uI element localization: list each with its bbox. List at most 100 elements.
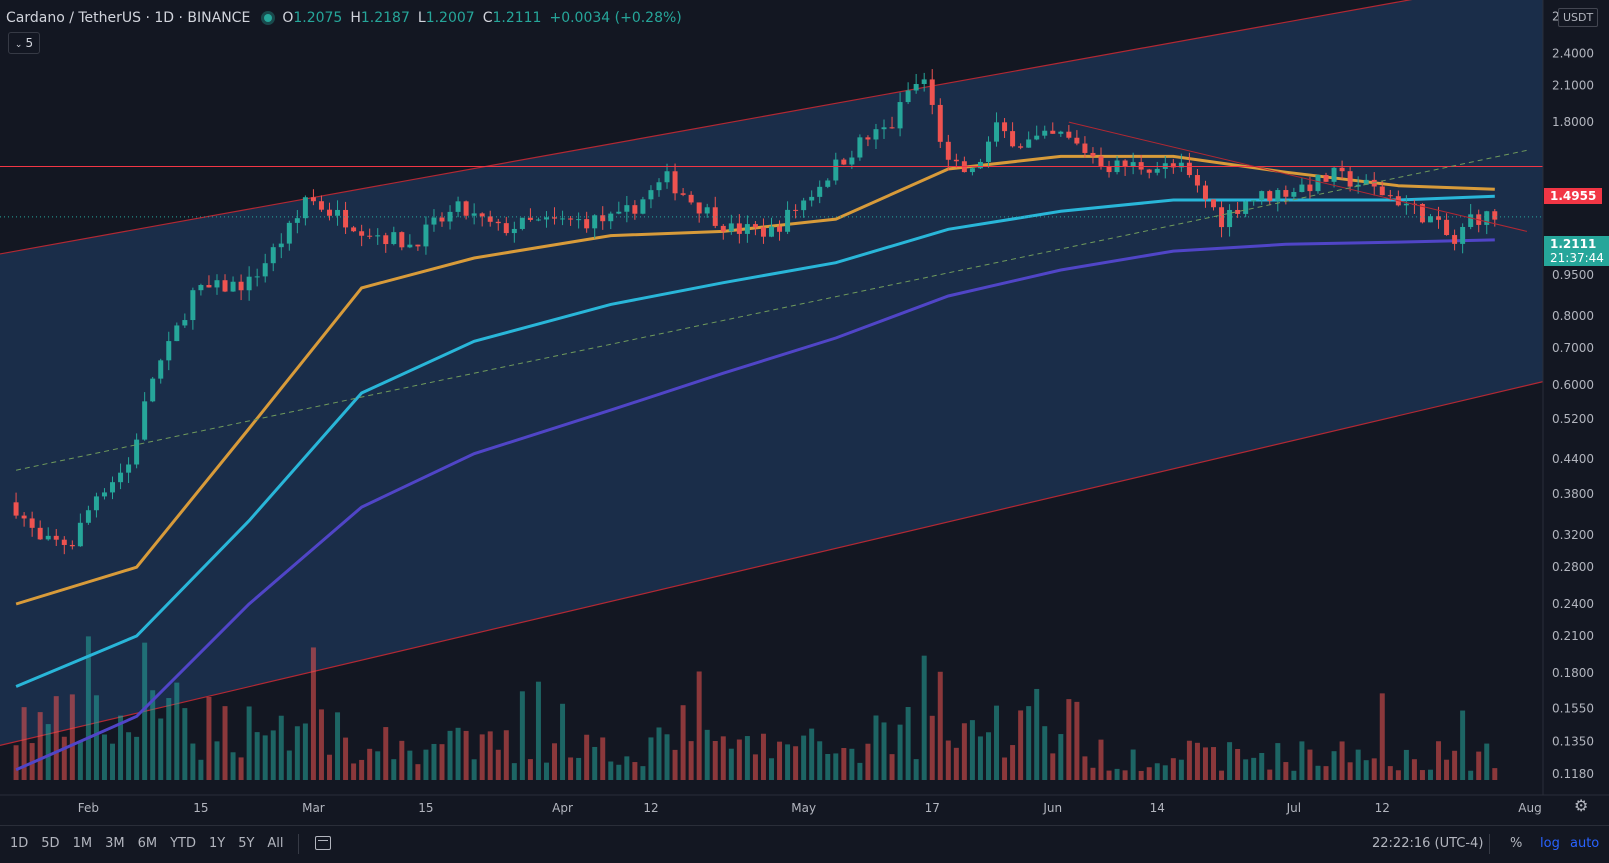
ohlc-low-key: L — [417, 10, 426, 26]
time-tick-label: May — [791, 801, 816, 815]
candle-body — [174, 325, 180, 342]
range-ytd[interactable]: YTD — [170, 836, 196, 851]
volume-bar — [214, 741, 220, 780]
price-change: +0.0034 (+0.28%) — [549, 10, 682, 26]
volume-bar — [640, 766, 646, 780]
volume-bar — [1194, 742, 1200, 780]
volume-bar — [656, 727, 662, 780]
volume-bar — [1098, 739, 1104, 780]
volume-bar — [407, 750, 413, 780]
percent-scale-toggle[interactable]: % — [1510, 836, 1523, 851]
volume-bar — [439, 744, 445, 780]
volume-bar — [110, 743, 116, 780]
range-selector: 1D 5D 1M 3M 6M YTD 1Y 5Y All — [10, 836, 297, 851]
price-chart[interactable]: 2.80002.40002.10001.80001.30000.95000.80… — [0, 0, 1609, 825]
ohlc-close: 1.2111 — [492, 10, 542, 26]
candle-body — [1066, 131, 1072, 138]
candle-body — [576, 219, 582, 221]
symbol-legend: Cardano / TetherUS · 1D · BINANCE O1.2075… — [6, 10, 690, 26]
volume-bar — [985, 732, 991, 780]
indicator-toggle-button[interactable]: ⌄ 5 — [8, 32, 40, 54]
candle-body — [150, 378, 156, 402]
time-tick-label: 14 — [1150, 801, 1165, 815]
candle-body — [937, 104, 943, 142]
range-all[interactable]: All — [267, 836, 284, 851]
indicator-count: 5 — [25, 36, 34, 50]
gear-icon[interactable]: ⚙ — [1574, 796, 1589, 815]
candle-body — [1186, 162, 1192, 176]
candle-body — [1074, 137, 1080, 144]
candle-body — [1291, 192, 1297, 197]
volume-bar — [552, 743, 558, 780]
volume-bar — [760, 733, 766, 780]
candle-body — [624, 205, 630, 212]
range-1y[interactable]: 1Y — [208, 836, 226, 851]
volume-bar — [519, 691, 525, 780]
volume-bar — [793, 746, 799, 780]
volume-bar — [1452, 750, 1458, 780]
volume-bar — [1154, 763, 1160, 780]
volume-bar — [1331, 751, 1337, 780]
volume-bar — [1235, 748, 1241, 780]
volume-bar — [343, 737, 349, 780]
volume-bar — [841, 748, 847, 780]
clock-readout[interactable]: 22:22:16 (UTC-4) — [1372, 836, 1484, 851]
candle-body — [286, 222, 292, 244]
range-1m[interactable]: 1M — [72, 836, 93, 851]
candle-body — [793, 209, 799, 211]
descending-trendline — [1068, 121, 1528, 232]
auto-scale-toggle[interactable]: auto — [1570, 836, 1600, 851]
candle-body — [511, 228, 517, 234]
candle-body — [632, 205, 638, 214]
range-5y[interactable]: 5Y — [238, 836, 255, 851]
candle-body — [953, 159, 959, 162]
candle-body — [1444, 219, 1450, 236]
candle-body — [1178, 162, 1184, 168]
log-scale-toggle[interactable]: log — [1540, 836, 1560, 851]
volume-bar — [849, 748, 855, 780]
candle-body — [744, 224, 750, 234]
candle-body — [21, 515, 27, 519]
volume-bar — [230, 752, 236, 780]
candle-body — [134, 439, 140, 465]
range-6m[interactable]: 6M — [137, 836, 158, 851]
channel-lower-line — [0, 381, 1544, 747]
candle-body — [13, 502, 19, 516]
candle-body — [584, 219, 590, 229]
chevron-down-icon: ⌄ — [14, 40, 23, 50]
candle-body — [1267, 191, 1273, 201]
volume-bar — [897, 724, 903, 780]
range-3m[interactable]: 3M — [105, 836, 125, 851]
volume-bar — [1395, 770, 1401, 780]
volume-bar — [294, 726, 300, 780]
volume-bar — [1227, 742, 1233, 780]
volume-bar — [1002, 757, 1008, 780]
candle-body — [206, 285, 212, 288]
candle-body — [600, 215, 606, 222]
calendar-icon[interactable] — [315, 836, 331, 850]
candle-body — [994, 122, 1000, 142]
moving-average-line — [15, 194, 1495, 688]
candle-body — [728, 223, 734, 232]
candle-body — [1138, 162, 1144, 170]
price-tick-label: 0.5200 — [1552, 412, 1594, 426]
volume-bar — [1411, 759, 1417, 780]
candle-body — [1018, 146, 1024, 148]
candle-body — [1436, 216, 1442, 220]
channel-upper-line — [0, 0, 1413, 255]
volume-bar — [576, 757, 582, 780]
range-5d[interactable]: 5D — [41, 836, 60, 851]
currency-label[interactable]: USDT — [1558, 8, 1599, 27]
candle-body — [1106, 165, 1112, 173]
range-1d[interactable]: 1D — [10, 836, 29, 851]
ohlc-open-key: O — [282, 10, 294, 26]
volume-bar — [1315, 765, 1321, 780]
ohlc-close-key: C — [482, 10, 493, 26]
candle-body — [881, 127, 887, 130]
candle-body — [262, 263, 268, 277]
candle-body — [969, 168, 975, 173]
volume-bar — [1371, 758, 1377, 780]
candle-body — [503, 223, 509, 234]
volume-bar — [471, 759, 477, 780]
candle-body — [222, 280, 228, 292]
